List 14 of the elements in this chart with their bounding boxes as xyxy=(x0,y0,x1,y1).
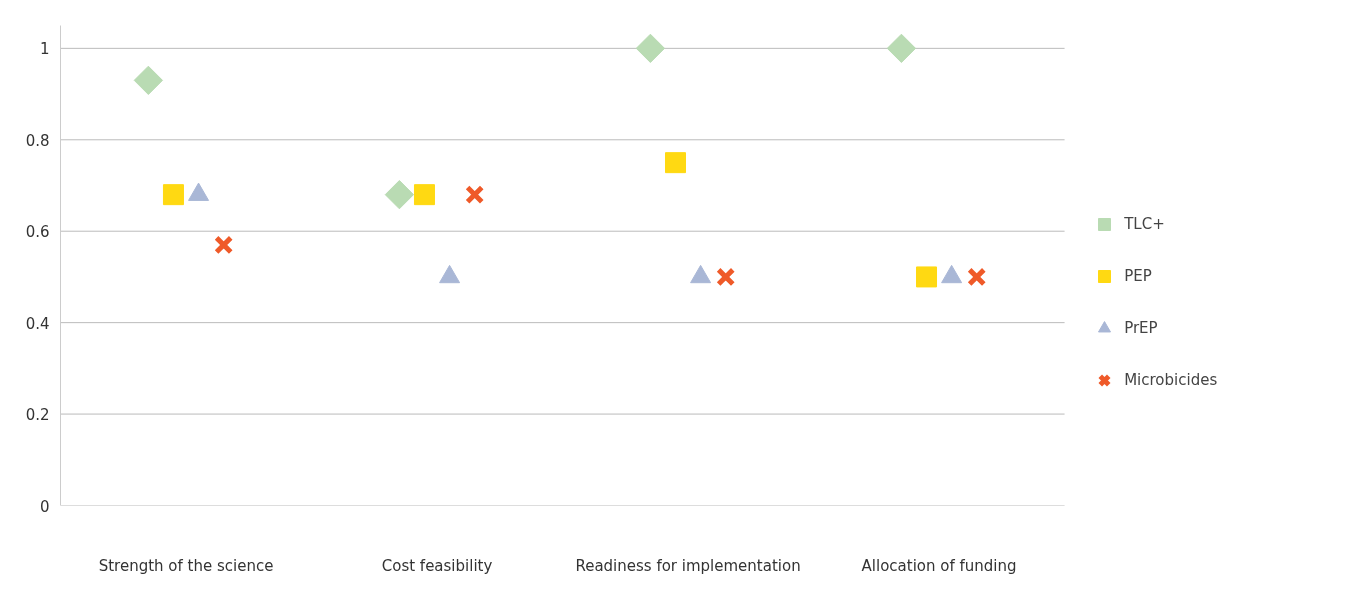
x-tick-label: Allocation of funding xyxy=(861,556,1017,575)
x-tick-label: Cost feasibility xyxy=(381,556,493,575)
y-tick-label: 1 xyxy=(39,40,50,59)
y-tick-label: 0 xyxy=(39,497,50,516)
legend-label: PrEP xyxy=(1124,319,1158,337)
y-tick-label: 0.6 xyxy=(25,223,50,242)
legend-label: PEP xyxy=(1124,267,1152,285)
legend-label: Microbicides xyxy=(1124,371,1218,389)
x-tick-label: Readiness for implementation xyxy=(575,556,801,575)
legend-label: TLC+ xyxy=(1124,215,1165,233)
y-tick-label: 0.2 xyxy=(25,406,50,425)
y-tick-label: 0.8 xyxy=(25,131,50,150)
x-tick-label: Strength of the science xyxy=(98,556,274,575)
y-tick-label: 0.4 xyxy=(25,314,50,333)
